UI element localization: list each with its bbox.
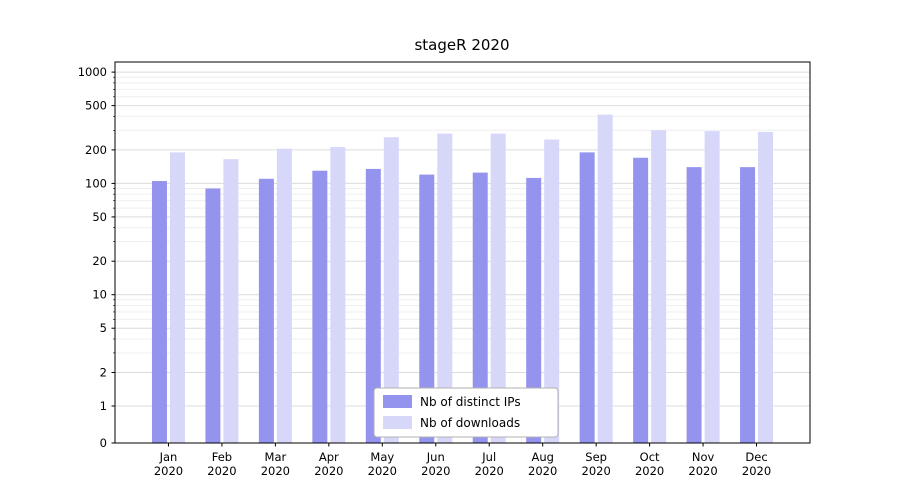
x-tick-label-month: Aug [531, 450, 553, 464]
x-tick-label-month: Jul [481, 450, 496, 464]
x-tick-label-month: Mar [265, 450, 287, 464]
y-tick-label: 5 [100, 321, 107, 335]
x-tick-label-year: 2020 [261, 464, 290, 478]
x-tick-label-month: Sep [585, 450, 607, 464]
bar [579, 152, 595, 443]
bar [472, 172, 488, 443]
x-tick-label-year: 2020 [314, 464, 343, 478]
bar [276, 148, 292, 444]
chart-title: stageR 2020 [414, 36, 509, 54]
y-tick-label: 10 [92, 288, 107, 302]
bar [526, 177, 542, 443]
legend-label: Nb of distinct IPs [420, 395, 521, 409]
y-tick-label: 50 [92, 210, 107, 224]
y-tick-label: 100 [85, 176, 107, 190]
bar [437, 133, 453, 443]
x-tick-label-month: Oct [640, 450, 660, 464]
bar [544, 139, 560, 443]
bar [740, 167, 756, 443]
bar [169, 152, 185, 443]
x-tick-label-year: 2020 [635, 464, 664, 478]
x-tick-label-month: Nov [692, 450, 715, 464]
x-axis: Jan2020Feb2020Mar2020Apr2020May2020Jun20… [154, 443, 771, 478]
x-tick-label-year: 2020 [475, 464, 504, 478]
bar [258, 178, 274, 443]
x-tick-label-month: Jan [159, 450, 178, 464]
y-tick-label: 200 [85, 143, 107, 157]
bar [419, 174, 435, 443]
bar [704, 131, 720, 443]
x-tick-label-year: 2020 [368, 464, 397, 478]
legend-swatch [383, 395, 412, 408]
x-tick-label-month: Jun [426, 450, 445, 464]
x-tick-label-month: Feb [212, 450, 232, 464]
x-tick-label-year: 2020 [688, 464, 717, 478]
bar [365, 168, 381, 443]
y-tick-label: 20 [92, 254, 107, 268]
bar [383, 137, 399, 443]
bar [151, 181, 167, 443]
plot-border [114, 61, 811, 444]
x-tick-label-year: 2020 [421, 464, 450, 478]
bars [151, 114, 774, 444]
bar [633, 157, 649, 443]
bar [205, 188, 221, 443]
bar [686, 167, 702, 443]
legend-swatch [383, 416, 412, 429]
bar [312, 170, 328, 443]
x-tick-label-year: 2020 [207, 464, 236, 478]
bar [651, 130, 667, 444]
x-tick-label-month: Dec [745, 450, 767, 464]
y-tick-label: 1 [100, 399, 107, 413]
x-tick-label-month: May [370, 450, 394, 464]
bar [758, 131, 774, 443]
legend: Nb of distinct IPs Nb of downloads [373, 387, 559, 438]
bar [490, 133, 506, 443]
bar [330, 147, 346, 444]
y-tick-label: 0 [100, 436, 107, 450]
bar [597, 114, 613, 444]
x-tick-label-month: Apr [319, 450, 339, 464]
legend-box [373, 387, 559, 438]
y-axis: 0 1 2 5 10 20 50 100 200 500 1000 [78, 65, 115, 450]
y-tick-label: 500 [85, 99, 107, 113]
bar [223, 159, 239, 443]
y-tick-label: 1000 [78, 65, 107, 79]
x-tick-label-year: 2020 [742, 464, 771, 478]
x-tick-label-year: 2020 [154, 464, 183, 478]
x-tick-label-year: 2020 [528, 464, 557, 478]
legend-label: Nb of downloads [420, 416, 520, 430]
x-tick-label-year: 2020 [582, 464, 611, 478]
y-tick-label: 2 [100, 365, 107, 379]
